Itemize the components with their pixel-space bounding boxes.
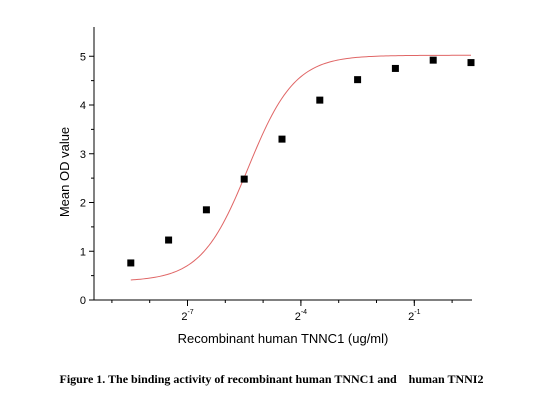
y-tick-label: 1 [80,246,86,258]
y-tick-label: 0 [80,295,86,307]
y-axis-ticks: 0 1 2 3 4 5 [80,51,94,307]
data-point [240,175,248,183]
y-axis-title: Mean OD value [57,127,72,217]
x-tick-exponent: -7 [187,309,193,316]
y-tick-label: 4 [80,100,86,112]
data-point [278,135,286,143]
x-tick-base: 2 [408,311,414,323]
y-tick-label: 5 [80,51,86,63]
y-tick-label: 3 [80,149,86,161]
data-point [354,76,362,84]
x-tick-base: 2 [295,311,301,323]
x-tick-label: 2-1 [408,309,420,323]
data-point [467,59,475,67]
x-tick-label: 2-7 [181,309,193,323]
data-points [127,56,475,267]
x-tick-exponent: -1 [414,309,420,316]
figure-caption: Figure 1. The binding activity of recomb… [59,372,484,386]
data-point [316,96,324,104]
x-axis-title: Recombinant human TNNC1 (ug/ml) [178,331,389,346]
x-tick-label: 2-4 [295,309,307,323]
fit-curve [130,54,471,281]
data-point [429,56,437,64]
data-point [127,259,135,267]
data-point [202,206,210,214]
x-tick-base: 2 [181,311,187,323]
x-tick-exponent: -4 [301,309,307,316]
y-tick-label: 2 [80,198,86,210]
data-point [165,236,173,244]
x-axis-ticks: 2-7 2-4 2-1 [111,300,453,323]
data-point [391,64,399,72]
